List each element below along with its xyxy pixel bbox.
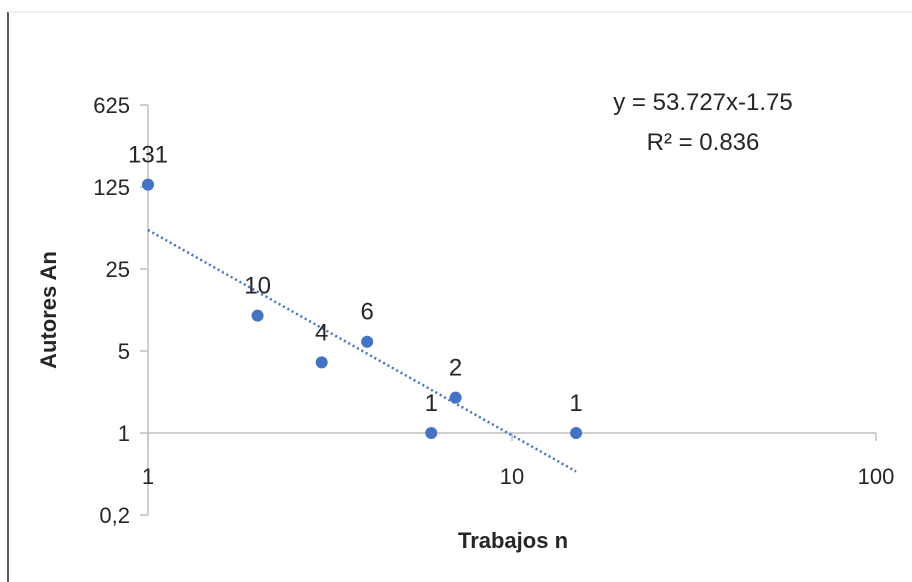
data-label: 131 — [128, 142, 168, 169]
data-label: 4 — [315, 319, 328, 346]
axes-layer: 0,2 1 5 25 125 625 1 10 100 — [93, 93, 894, 528]
x-axis-title: Trabajos n — [458, 528, 568, 553]
y-tick-label: 125 — [93, 175, 130, 200]
data-point — [361, 335, 374, 348]
data-label: 2 — [449, 355, 462, 382]
x-tick-label: 100 — [858, 464, 895, 489]
y-axis-title: Autores An — [36, 251, 61, 369]
data-point — [449, 391, 462, 404]
trendline-equation: y = 53.727x-1.75 — [613, 89, 792, 116]
data-point — [251, 309, 264, 322]
data-point — [315, 356, 328, 369]
data-point — [425, 427, 438, 439]
trendline-r-squared: R² = 0.836 — [647, 129, 760, 156]
data-label: 10 — [244, 273, 271, 300]
data-label: 6 — [360, 299, 373, 326]
y-tick-label: 1 — [118, 421, 130, 446]
data-point — [142, 178, 154, 191]
trendline — [147, 228, 577, 473]
data-label: 1 — [569, 390, 582, 417]
trendline-layer — [147, 228, 577, 473]
x-tick-label: 1 — [142, 464, 154, 489]
data-label: 1 — [425, 390, 438, 417]
y-tick-label: 25 — [106, 257, 130, 282]
y-tick-label: 5 — [118, 339, 130, 364]
y-tick-label: 0,2 — [99, 503, 130, 528]
data-point — [570, 427, 583, 439]
y-tick-label: 625 — [93, 93, 130, 118]
points-layer — [142, 178, 583, 439]
x-tick-label: 10 — [500, 464, 524, 489]
